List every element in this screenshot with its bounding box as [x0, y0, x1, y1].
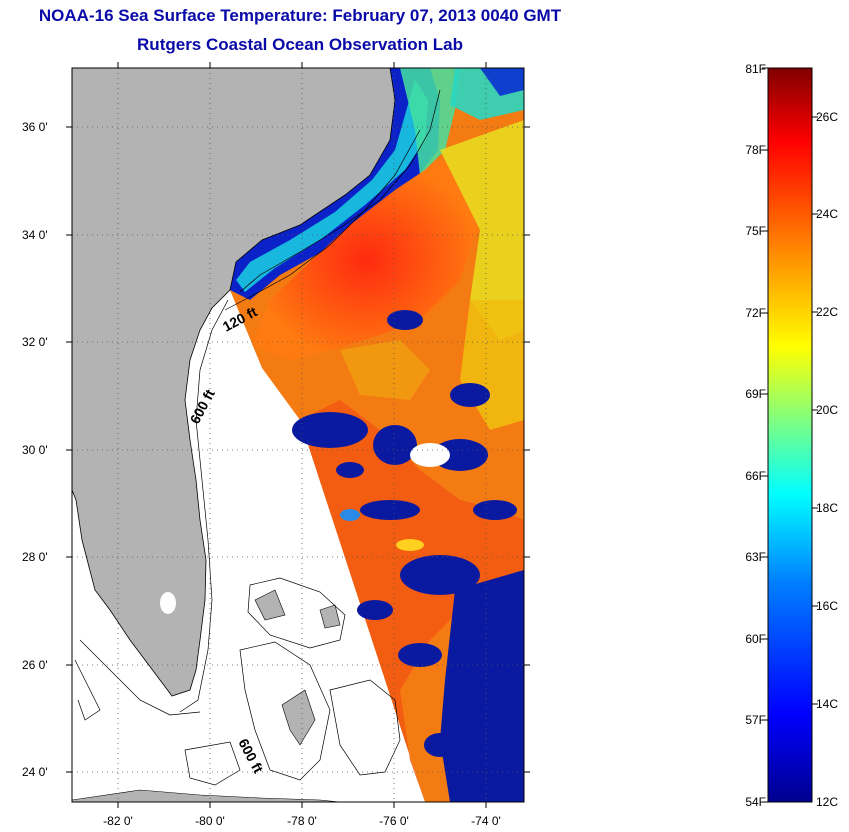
colorbar-label-f: 69F [745, 387, 766, 401]
colorbar-label-c: 12C [816, 795, 839, 809]
map-subtitle: Rutgers Coastal Ocean Observation Lab [137, 35, 463, 54]
bathymetry-contours [74, 89, 441, 786]
colorbar [767, 67, 813, 803]
colorbar-label-c: 22C [816, 305, 839, 319]
lat-label: 28 0' [22, 550, 48, 564]
colorbar-label-f: 60F [745, 632, 766, 646]
lat-label: 26 0' [22, 658, 48, 672]
lon-label: -78 0' [287, 814, 317, 828]
lon-label: -80 0' [195, 814, 225, 828]
bahamas-land [254, 589, 341, 746]
colorbar-label-c: 14C [816, 697, 839, 711]
grid-lines [72, 68, 524, 802]
map-title: NOAA-16 Sea Surface Temperature: Februar… [38, 6, 562, 25]
lat-label: 34 0' [22, 228, 48, 242]
cold-coastal-water [230, 68, 440, 300]
colorbar-ticks [762, 67, 818, 803]
colorbar-label-f: 57F [745, 713, 766, 727]
lon-label: -74 0' [471, 814, 501, 828]
cold-eddies [292, 310, 517, 757]
lat-label: 30 0' [22, 443, 48, 457]
colorbar-label-c: 18C [816, 501, 839, 515]
lon-label: -82 0' [103, 814, 133, 828]
land-southeast-us [72, 68, 396, 697]
colorbar-label-f: 81F [745, 62, 766, 76]
colorbar-label-f: 78F [745, 143, 766, 157]
colorbar-label-f: 75F [745, 224, 766, 238]
colorbar-label-f: 54F [745, 795, 766, 809]
colorbar-label-f: 72F [745, 306, 766, 320]
gulf-stream-warm-water [252, 160, 480, 360]
colorbar-label-c: 16C [816, 599, 839, 613]
lat-label: 32 0' [22, 335, 48, 349]
colorbar-label-c: 24C [816, 207, 839, 221]
colorbar-label-f: 66F [745, 469, 766, 483]
lon-label: -76 0' [379, 814, 409, 828]
colorbar-label-c: 20C [816, 403, 839, 417]
colorbar-label-f: 63F [745, 550, 766, 564]
axis-ticks [66, 62, 530, 808]
lat-label: 24 0' [22, 765, 48, 779]
lat-label: 36 0' [22, 120, 48, 134]
map-frame [71, 67, 525, 803]
map-area: 120 ft 600 ft 600 ft [72, 68, 524, 802]
colorbar-label-c: 26C [816, 110, 839, 124]
